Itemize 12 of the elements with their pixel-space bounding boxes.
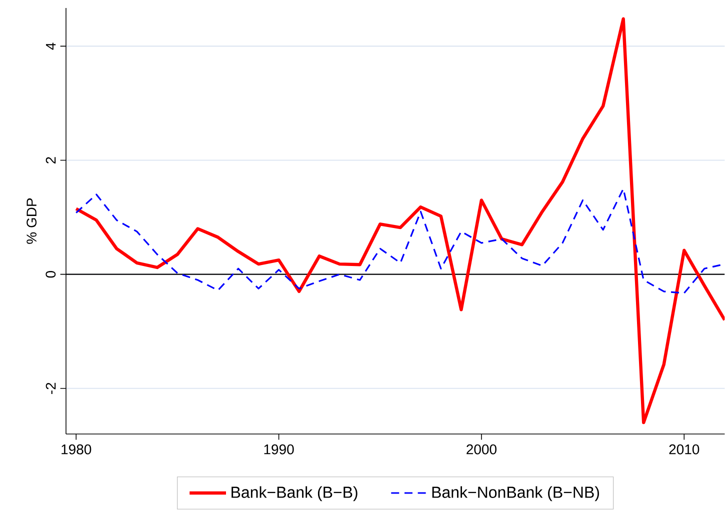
x-tick-label: 1990 bbox=[264, 444, 294, 454]
y-axis-title: % GDP bbox=[26, 198, 37, 244]
y-tick-label: 4 bbox=[46, 42, 56, 50]
line-series bbox=[74, 17, 725, 424]
y-tick-label: 2 bbox=[46, 157, 56, 164]
x-tick-label: 2010 bbox=[669, 444, 700, 454]
x-tick-label: 1980 bbox=[62, 444, 92, 454]
y-tick-label: -2 bbox=[46, 382, 56, 394]
legend-label: Bank−Bank (B−B) bbox=[232, 486, 358, 502]
y-tick-label: 0 bbox=[46, 270, 56, 278]
legend-label: Bank−NonBank (B−NB) bbox=[432, 486, 599, 502]
x-tick-label: 2000 bbox=[466, 444, 496, 454]
